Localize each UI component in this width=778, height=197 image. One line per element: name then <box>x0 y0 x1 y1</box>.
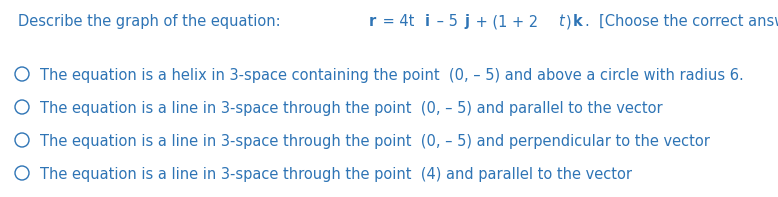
Text: – 5: – 5 <box>432 14 457 29</box>
Text: The equation is a helix in 3-space containing the point  (0, – 5) and above a ci: The equation is a helix in 3-space conta… <box>40 68 744 83</box>
Text: = 4t: = 4t <box>378 14 415 29</box>
Text: .  [Choose the correct answer.]: . [Choose the correct answer.] <box>585 14 778 29</box>
Text: i: i <box>425 14 430 29</box>
Text: ): ) <box>566 14 571 29</box>
Text: The equation is a line in 3-space through the point  (4) and parallel to the vec: The equation is a line in 3-space throug… <box>40 167 641 182</box>
Text: j: j <box>465 14 470 29</box>
Text: + (1 + 2: + (1 + 2 <box>471 14 538 29</box>
Text: r: r <box>369 14 376 29</box>
Text: Describe the graph of the equation:: Describe the graph of the equation: <box>18 14 290 29</box>
Text: The equation is a line in 3-space through the point  (0, – 5) and parallel to th: The equation is a line in 3-space throug… <box>40 101 672 116</box>
Text: The equation is a line in 3-space through the point  (0, – 5) and perpendicular : The equation is a line in 3-space throug… <box>40 134 719 149</box>
Text: t: t <box>558 14 564 29</box>
Text: k: k <box>573 14 583 29</box>
